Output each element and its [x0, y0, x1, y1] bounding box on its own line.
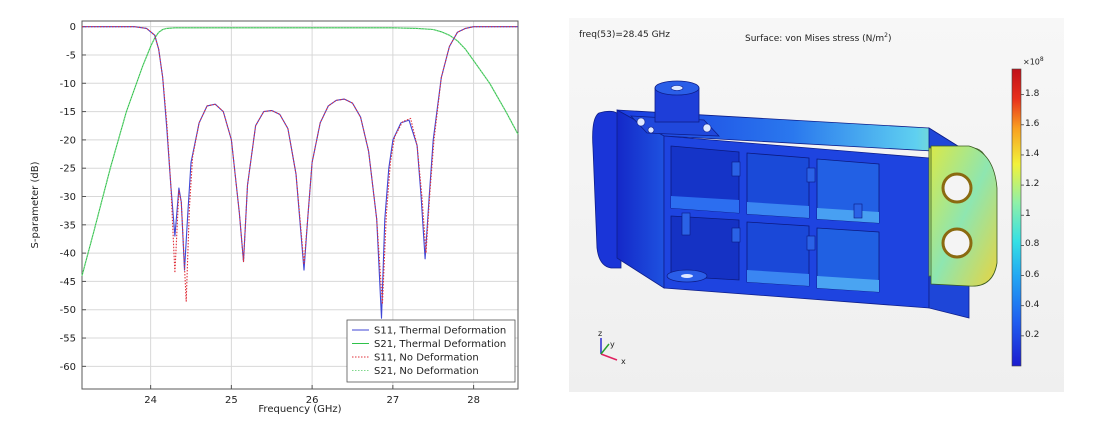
colorbar-tick-label: 1.6 — [1025, 118, 1040, 129]
legend: S11, Thermal Deformation S21, Thermal Def… — [346, 319, 516, 383]
stress-render: z y x — [592, 68, 1024, 367]
colorbar-tick-label: 0.4 — [1025, 299, 1040, 310]
legend-label: S21, Thermal Deformation — [374, 339, 506, 350]
colorbar-tick-label: 1.2 — [1025, 179, 1040, 190]
y-tick-label: -30 — [60, 192, 76, 203]
y-tick-label: -50 — [60, 305, 76, 316]
y-tick-label: -35 — [60, 220, 76, 231]
colorbar-tick-label: 0.2 — [1025, 329, 1040, 340]
colorbar-exponent: 8 — [1039, 56, 1044, 63]
housing-model — [592, 80, 998, 319]
series-line-0 — [82, 26, 518, 319]
y-tick-label: -40 — [60, 249, 76, 260]
surface-title-text: Surface: von Mises stress (N/m — [745, 34, 885, 44]
legend-label: S21, No Deformation — [374, 366, 479, 377]
surface-title-sup: 2 — [884, 32, 888, 39]
colorbar-tick-label: 1 — [1025, 209, 1031, 220]
y-tick-label: 0 — [70, 22, 76, 33]
chart-svg: 24 25 26 27 28 0 -5 -10 -15 -20 -25 -30 -35 -40 -45 -50… — [30, 20, 519, 415]
axis-y-label: y — [610, 340, 615, 349]
x-tick-label: 28 — [467, 395, 480, 406]
y-tick-label: -15 — [60, 107, 76, 118]
x-tick-label: 26 — [306, 395, 319, 406]
y-tick-label: -25 — [60, 164, 76, 175]
y-tick-label: -20 — [60, 135, 76, 146]
axis-z-label: z — [598, 329, 602, 338]
series-line-3 — [81, 27, 519, 276]
frequency-label: freq(53)=28.45 GHz — [579, 30, 671, 40]
colorbar-multiplier-text: ×10 — [1023, 57, 1040, 67]
axis-x-label: x — [621, 357, 626, 366]
colorbar-tick-label: 1.4 — [1025, 148, 1040, 159]
axis-triad: z y x — [598, 329, 626, 366]
x-tick-label: 24 — [144, 395, 157, 406]
s-parameter-chart: 24 25 26 27 28 0 -5 -10 -15 -20 -25 -30 -35 -40 -45 -50… — [0, 0, 540, 422]
surface-title: Surface: von Mises stress (N/m2) — [745, 32, 892, 44]
y-axis-label: S-parameter (dB) — [30, 161, 41, 248]
plot-frame — [81, 20, 519, 390]
surface-title-end: ) — [888, 34, 892, 44]
legend-box — [346, 319, 516, 383]
colorbar — [1011, 68, 1022, 367]
series-line-1 — [81, 27, 519, 276]
ticks-layer: 24 25 26 27 28 0 -5 -10 -15 -20 -25 -30 -35 -40 -45 -50… — [60, 22, 480, 406]
colorbar-tick-label: 0.8 — [1025, 239, 1040, 250]
y-tick-label: -45 — [60, 277, 76, 288]
y-tick-label: -5 — [66, 50, 76, 61]
colorbar-multiplier: ×108 — [1023, 56, 1044, 67]
x-tick-label: 25 — [225, 395, 238, 406]
x-tick-label: 27 — [386, 395, 399, 406]
colorbar-ticks — [1021, 94, 1024, 337]
y-tick-label: -55 — [60, 334, 76, 345]
legend-label: S11, No Deformation — [374, 353, 479, 364]
y-tick-label: -60 — [60, 362, 76, 373]
legend-label: S11, Thermal Deformation — [374, 326, 506, 337]
x-axis-label: Frequency (GHz) — [258, 404, 341, 415]
y-tick-label: -10 — [60, 79, 76, 90]
stress-simulation-panel: z y x freq(53)=28.45 GHz Surface: von Mi… — [569, 18, 1064, 392]
colorbar-tick-label: 1.8 — [1025, 88, 1040, 99]
colorbar-tick-label: 0.6 — [1025, 269, 1040, 280]
series-layer — [81, 26, 519, 319]
series-line-2 — [82, 26, 518, 305]
